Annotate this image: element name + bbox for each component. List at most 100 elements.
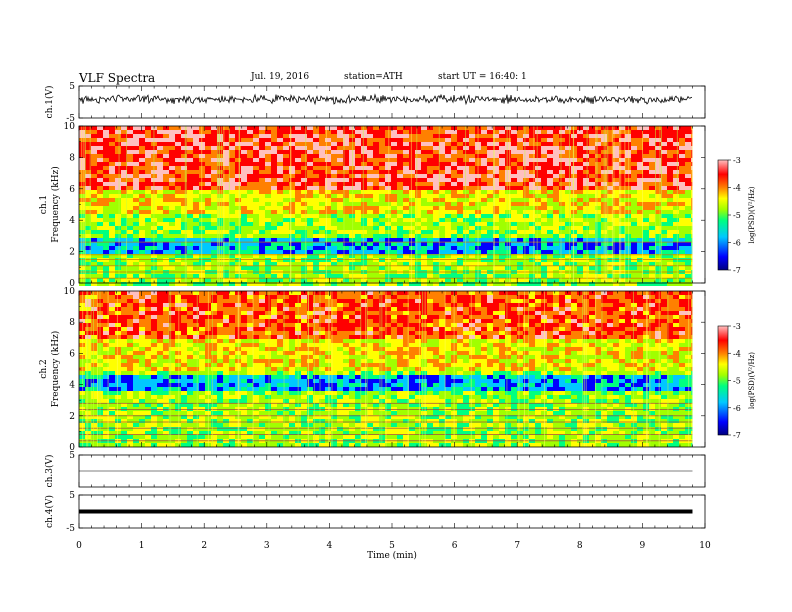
psd-cell bbox=[373, 291, 379, 295]
psd-cell bbox=[235, 238, 241, 242]
psd-cell bbox=[595, 226, 601, 230]
psd-cell bbox=[271, 134, 277, 138]
psd-cell bbox=[295, 154, 301, 158]
psd-cell bbox=[379, 238, 385, 242]
psd-cell bbox=[283, 234, 289, 238]
psd-cell bbox=[649, 282, 655, 286]
psd-cell bbox=[163, 226, 169, 230]
psd-cell bbox=[283, 222, 289, 226]
psd-cell bbox=[595, 254, 601, 258]
psd-cell bbox=[211, 154, 217, 158]
psd-cell bbox=[607, 246, 613, 250]
psd-cell bbox=[319, 170, 325, 174]
psd-cell bbox=[115, 218, 121, 222]
psd-cell bbox=[607, 162, 613, 166]
psd-cell bbox=[619, 319, 625, 323]
psd-cell bbox=[481, 202, 487, 206]
psd-cell bbox=[427, 218, 433, 222]
psd-cell bbox=[577, 150, 583, 154]
psd-cell bbox=[535, 311, 541, 315]
psd-cell bbox=[265, 186, 271, 190]
psd-cell bbox=[403, 242, 409, 246]
psd-cell bbox=[139, 291, 145, 295]
psd-cell bbox=[397, 282, 403, 286]
psd-cell bbox=[235, 258, 241, 262]
psd-cell bbox=[685, 299, 691, 303]
psd-cell bbox=[535, 182, 541, 186]
psd-cell bbox=[397, 182, 403, 186]
psd-cell bbox=[313, 218, 319, 222]
psd-cell bbox=[583, 202, 589, 206]
psd-cell bbox=[253, 206, 259, 210]
psd-cell bbox=[247, 246, 253, 250]
psd-cell bbox=[469, 130, 475, 134]
psd-cell bbox=[247, 138, 253, 142]
psd-cell bbox=[667, 134, 673, 138]
psd-cell bbox=[259, 174, 265, 178]
psd-cell bbox=[181, 246, 187, 250]
psd-cell bbox=[391, 282, 397, 286]
psd-cell bbox=[559, 214, 565, 218]
psd-cell bbox=[127, 158, 133, 162]
psd-cell bbox=[103, 178, 109, 182]
psd-cell bbox=[139, 295, 145, 299]
psd-cell bbox=[193, 246, 199, 250]
psd-cell bbox=[439, 278, 445, 282]
psd-cell bbox=[655, 262, 661, 266]
psd-cell bbox=[277, 150, 283, 154]
psd-cell bbox=[613, 214, 619, 218]
psd-cell bbox=[193, 206, 199, 210]
psd-cell bbox=[481, 126, 487, 130]
psd-cell bbox=[445, 190, 451, 194]
psd-cell bbox=[655, 174, 661, 178]
psd-cell bbox=[661, 291, 667, 295]
psd-cell bbox=[451, 234, 457, 238]
psd-cell bbox=[127, 295, 133, 299]
psd-cell bbox=[415, 254, 421, 258]
psd-cell bbox=[295, 162, 301, 166]
psd-cell bbox=[133, 307, 139, 311]
psd-cell bbox=[319, 154, 325, 158]
psd-cell bbox=[379, 206, 385, 210]
psd-cell bbox=[319, 146, 325, 150]
psd-cell bbox=[235, 194, 241, 198]
psd-cell bbox=[637, 198, 643, 202]
psd-cell bbox=[673, 299, 679, 303]
psd-cell bbox=[331, 238, 337, 242]
psd-cell bbox=[637, 319, 643, 323]
psd-cell bbox=[307, 198, 313, 202]
psd-cell bbox=[319, 299, 325, 303]
psd-cell bbox=[157, 218, 163, 222]
psd-cell bbox=[685, 154, 691, 158]
psd-cell bbox=[613, 254, 619, 258]
psd-cell bbox=[121, 299, 127, 303]
psd-cell bbox=[505, 282, 511, 286]
psd-cell bbox=[589, 138, 595, 142]
psd-cell bbox=[91, 162, 97, 166]
psd-cell bbox=[409, 142, 415, 146]
psd-cell bbox=[595, 130, 601, 134]
psd-cell bbox=[493, 186, 499, 190]
psd-cell bbox=[259, 307, 265, 311]
psd-cell bbox=[247, 254, 253, 258]
psd-cell bbox=[397, 174, 403, 178]
psd-cell bbox=[109, 278, 115, 282]
psd-cell bbox=[301, 295, 307, 299]
psd-cell bbox=[559, 234, 565, 238]
psd-cell bbox=[661, 194, 667, 198]
psd-cell bbox=[115, 250, 121, 254]
psd-cell bbox=[505, 303, 511, 307]
psd-cell bbox=[157, 238, 163, 242]
psd-cell bbox=[109, 218, 115, 222]
psd-cell bbox=[505, 299, 511, 303]
psd-cell bbox=[685, 295, 691, 299]
psd-cell bbox=[319, 234, 325, 238]
psd-cell bbox=[103, 315, 109, 319]
psd-cell bbox=[307, 295, 313, 299]
psd-cell bbox=[277, 315, 283, 319]
psd-cell bbox=[235, 146, 241, 150]
psd-cell bbox=[295, 146, 301, 150]
psd-cell bbox=[121, 146, 127, 150]
psd-cell bbox=[649, 158, 655, 162]
psd-cell bbox=[187, 222, 193, 226]
